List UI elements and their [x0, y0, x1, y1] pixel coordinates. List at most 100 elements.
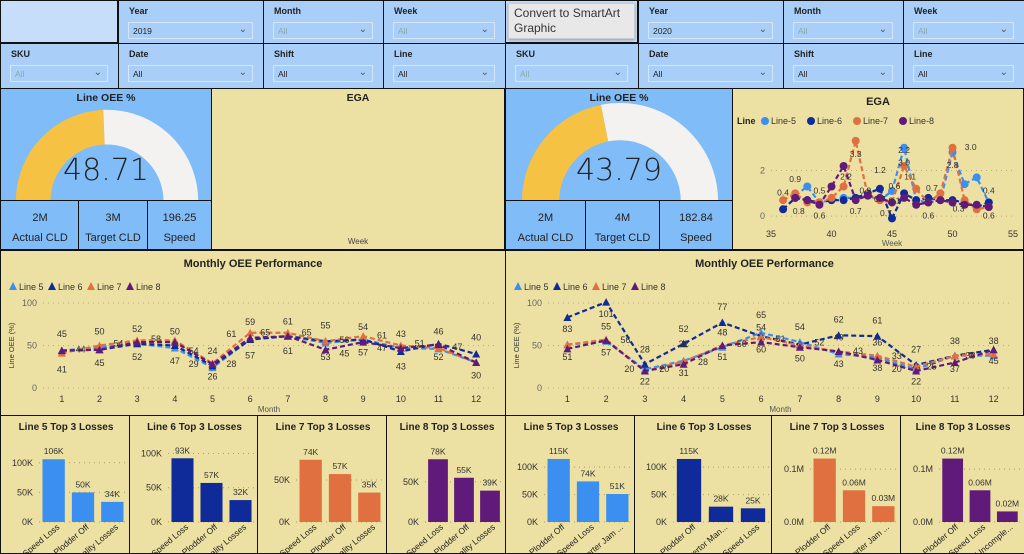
data-point[interactable] — [602, 336, 611, 344]
data-point[interactable] — [873, 351, 882, 360]
data-point[interactable] — [851, 196, 860, 205]
data-point[interactable] — [779, 205, 788, 214]
bar[interactable] — [872, 506, 895, 522]
legend-item[interactable]: Line 6 — [563, 282, 588, 292]
data-point[interactable] — [924, 198, 933, 207]
bar[interactable] — [171, 458, 194, 522]
bar[interactable] — [229, 500, 252, 522]
bar[interactable] — [813, 458, 836, 522]
legend-item[interactable]: Line 7 — [97, 282, 122, 292]
bar[interactable] — [942, 458, 964, 522]
bar[interactable] — [299, 459, 322, 522]
data-point[interactable] — [888, 214, 896, 223]
data-point[interactable] — [936, 189, 945, 198]
data-point[interactable] — [563, 313, 572, 321]
data-point[interactable] — [321, 337, 330, 345]
data-point[interactable] — [851, 136, 860, 145]
shift-dropdown[interactable]: All ⌄ — [793, 65, 893, 82]
data-point[interactable] — [900, 161, 909, 170]
data-point[interactable] — [359, 338, 368, 346]
data-point[interactable] — [795, 343, 804, 351]
bar[interactable] — [101, 501, 124, 522]
bar[interactable] — [200, 482, 223, 522]
legend-item[interactable]: Line 5 — [19, 282, 44, 292]
line-dropdown[interactable]: All ⌄ — [393, 65, 495, 82]
data-point[interactable] — [95, 345, 104, 354]
data-point[interactable] — [757, 338, 766, 346]
line-dropdown[interactable]: All ⌄ — [913, 65, 1014, 82]
bar[interactable] — [328, 474, 352, 522]
data-point[interactable] — [757, 333, 766, 341]
data-point[interactable] — [948, 198, 957, 207]
data-point[interactable] — [972, 200, 981, 209]
data-point[interactable] — [563, 340, 572, 349]
legend-item[interactable]: Line-5 — [771, 116, 796, 126]
data-point[interactable] — [640, 367, 649, 375]
data-point[interactable] — [246, 328, 255, 337]
data-point[interactable] — [960, 200, 969, 209]
data-point[interactable] — [95, 341, 104, 350]
data-point[interactable] — [57, 346, 66, 355]
data-point[interactable] — [950, 351, 959, 360]
data-point[interactable] — [602, 298, 611, 306]
data-point[interactable] — [900, 193, 909, 202]
legend-item[interactable]: Line 6 — [58, 282, 83, 292]
legend-item[interactable]: Line 5 — [524, 282, 549, 292]
data-point[interactable] — [170, 338, 179, 346]
legend-item[interactable]: Line 8 — [641, 282, 666, 292]
bar[interactable] — [358, 492, 381, 522]
bar[interactable] — [708, 506, 734, 522]
week-dropdown[interactable]: All ⌄ — [913, 22, 1014, 39]
data-point[interactable] — [875, 193, 884, 202]
data-point[interactable] — [133, 338, 142, 346]
legend-item[interactable]: Line 7 — [602, 282, 627, 292]
data-point[interactable] — [912, 362, 921, 371]
data-point[interactable] — [472, 350, 481, 358]
shift-dropdown[interactable]: All ⌄ — [273, 65, 373, 82]
bar[interactable] — [71, 492, 95, 522]
data-point[interactable] — [815, 200, 824, 209]
bar[interactable] — [454, 477, 474, 522]
data-point[interactable] — [900, 143, 909, 152]
data-point[interactable] — [984, 203, 993, 212]
data-point[interactable] — [960, 180, 969, 189]
data-point[interactable] — [434, 340, 443, 349]
data-point[interactable] — [246, 333, 255, 342]
bar[interactable] — [996, 511, 1018, 522]
month-dropdown[interactable]: All ⌄ — [793, 22, 893, 39]
data-point[interactable] — [912, 200, 921, 209]
legend-item[interactable]: Line-6 — [817, 116, 842, 126]
data-point[interactable] — [989, 350, 998, 358]
bar[interactable] — [606, 494, 629, 522]
data-point[interactable] — [839, 182, 848, 191]
data-point[interactable] — [791, 193, 800, 202]
data-point[interactable] — [396, 344, 405, 352]
data-point[interactable] — [875, 184, 884, 193]
data-point[interactable] — [563, 344, 572, 353]
data-point[interactable] — [989, 345, 998, 354]
data-point[interactable] — [779, 196, 788, 205]
legend-item[interactable]: Line-8 — [909, 116, 934, 126]
bar[interactable] — [740, 508, 766, 522]
data-point[interactable] — [718, 318, 727, 327]
data-point[interactable] — [839, 161, 848, 170]
data-point[interactable] — [208, 360, 217, 368]
bar[interactable] — [576, 481, 600, 522]
week-dropdown[interactable]: All ⌄ — [393, 22, 495, 39]
bar[interactable] — [480, 490, 500, 522]
year-dropdown[interactable]: 2020 ⌄ — [648, 22, 773, 39]
sku-dropdown[interactable]: All ⌄ — [10, 65, 108, 82]
bar[interactable] — [428, 459, 448, 522]
bar[interactable] — [842, 490, 866, 522]
bar[interactable] — [547, 458, 570, 522]
data-point[interactable] — [803, 182, 812, 191]
data-point[interactable] — [936, 196, 945, 205]
month-dropdown[interactable]: All ⌄ — [273, 22, 373, 39]
data-point[interactable] — [827, 182, 836, 191]
bar[interactable] — [42, 459, 65, 522]
data-point[interactable] — [873, 332, 882, 340]
bar[interactable] — [676, 458, 702, 522]
legend-item[interactable]: Line-7 — [863, 116, 888, 126]
data-point[interactable] — [912, 184, 921, 193]
data-point[interactable] — [472, 358, 481, 367]
